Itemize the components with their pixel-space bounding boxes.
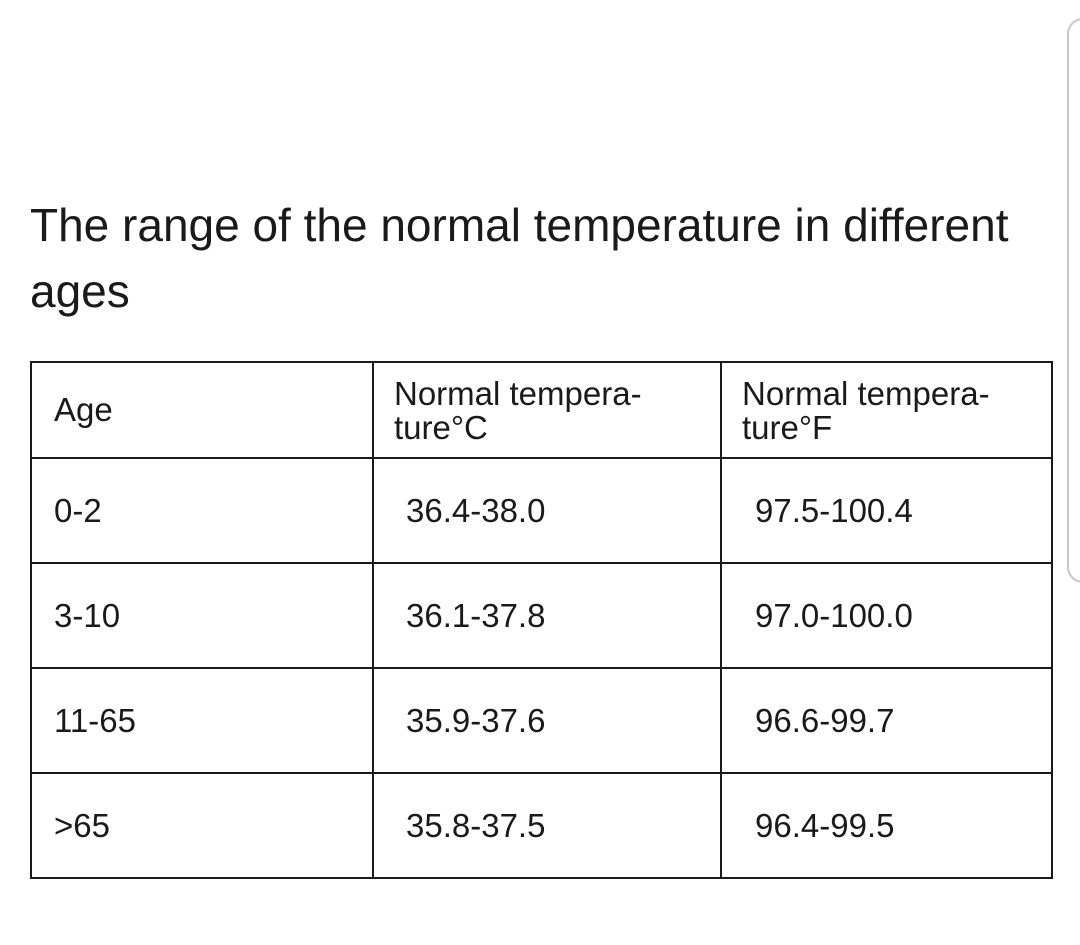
cell-age: 3-10 bbox=[30, 562, 374, 669]
cell-age: >65 bbox=[30, 772, 374, 879]
cell-age: 11-65 bbox=[30, 667, 374, 774]
cell-fahrenheit: 96.4-99.5 bbox=[720, 772, 1053, 879]
scroll-edge-handle[interactable] bbox=[1067, 18, 1080, 583]
header-age: Age bbox=[30, 361, 374, 459]
table-row: 3-10 36.1-37.8 97.0-100.0 bbox=[30, 562, 1053, 669]
cell-celsius: 36.4-38.0 bbox=[372, 457, 722, 564]
temperature-table: Age Normal tempera- ture°C Normal temper… bbox=[30, 361, 1053, 879]
cell-celsius: 36.1-37.8 bbox=[372, 562, 722, 669]
cell-age: 0-2 bbox=[30, 457, 374, 564]
cell-fahrenheit: 97.0-100.0 bbox=[720, 562, 1053, 669]
page-title: The range of the normal temperature in d… bbox=[30, 199, 1009, 317]
table-row: >65 35.8-37.5 96.4-99.5 bbox=[30, 772, 1053, 879]
header-celsius: Normal tempera- ture°C bbox=[372, 361, 722, 459]
cell-celsius: 35.8-37.5 bbox=[372, 772, 722, 879]
header-fahrenheit: Normal tempera- ture°F bbox=[720, 361, 1053, 459]
table-row: 0-2 36.4-38.0 97.5-100.4 bbox=[30, 457, 1053, 564]
table-header-row: Age Normal tempera- ture°C Normal temper… bbox=[30, 361, 1053, 459]
cell-fahrenheit: 96.6-99.7 bbox=[720, 667, 1053, 774]
cell-fahrenheit: 97.5-100.4 bbox=[720, 457, 1053, 564]
cell-celsius: 35.9-37.6 bbox=[372, 667, 722, 774]
table-row: 11-65 35.9-37.6 96.6-99.7 bbox=[30, 667, 1053, 774]
